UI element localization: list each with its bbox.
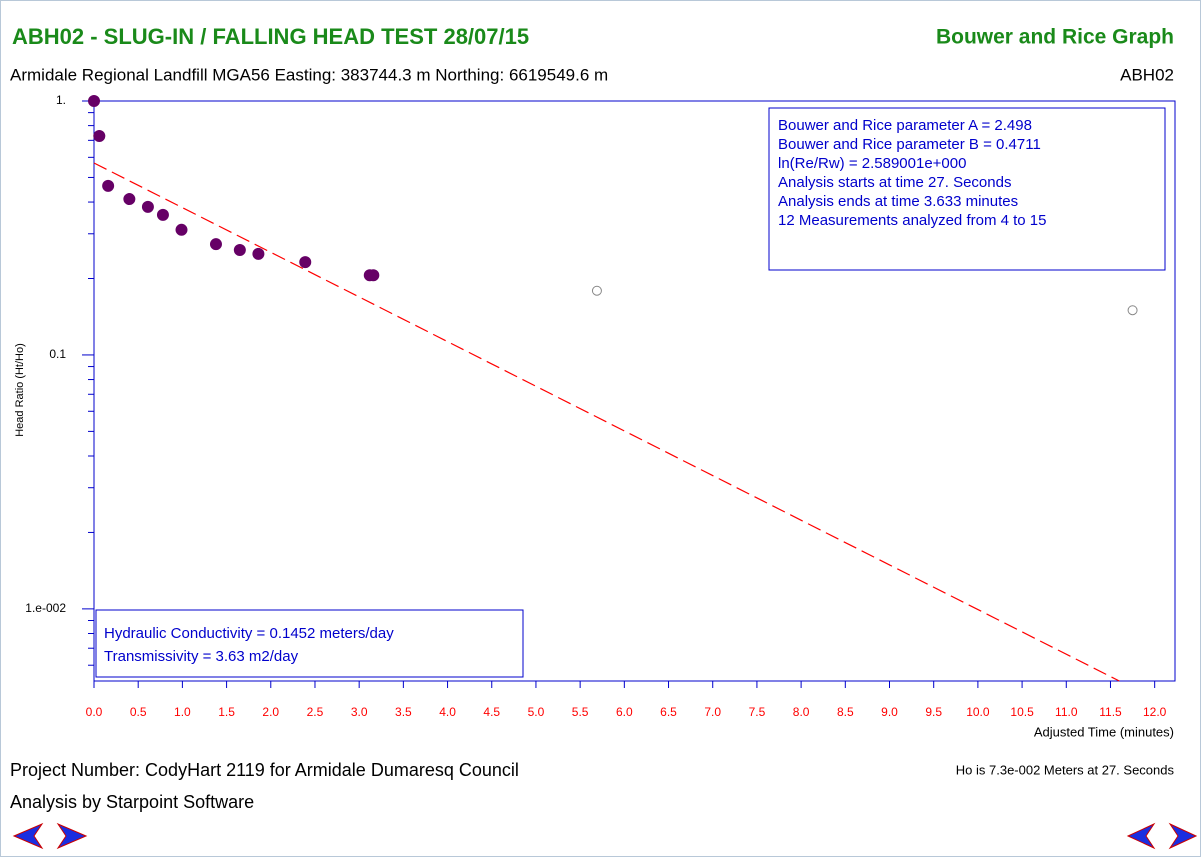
- x-tick-label: 0.0: [86, 705, 103, 719]
- project: Project Number: CodyHart 2119 for Armida…: [10, 760, 519, 780]
- x-tick-label: 3.0: [351, 705, 368, 719]
- x-tick-label: 9.5: [925, 705, 942, 719]
- x-tick-label: 11.5: [1099, 705, 1122, 719]
- x-tick-label: 5.0: [528, 705, 545, 719]
- chart-title-right: Bouwer and Rice Graph: [936, 26, 1174, 49]
- x-tick-label: 10.0: [966, 705, 990, 719]
- fit-box-line: Analysis ends at time 3.633 minutes: [778, 193, 1018, 210]
- data-point: [175, 223, 188, 236]
- x-tick-label: 2.0: [262, 705, 279, 719]
- fit-box-line: 12 Measurements analyzed from 4 to 15: [778, 212, 1046, 229]
- x-tick-label: 1.5: [218, 705, 235, 719]
- nav-prev[interactable]: [8, 822, 46, 850]
- nav-next[interactable]: [54, 822, 92, 850]
- x-tick-label: 2.5: [307, 705, 324, 719]
- data-point: [252, 247, 265, 260]
- fit-box-line: ln(Re/Rw) = 2.589001e+000: [778, 155, 966, 172]
- x-tick-label: 8.0: [793, 705, 810, 719]
- data-point: [141, 200, 154, 213]
- nav-next-right[interactable]: [1164, 822, 1198, 850]
- results-box-line: Transmissivity = 3.63 m2/day: [104, 648, 299, 665]
- data-point: [93, 130, 106, 143]
- subtitle: Armidale Regional Landfill MGA56 Easting…: [10, 65, 608, 84]
- x-tick-label: 4.0: [439, 705, 456, 719]
- fit-line: [93, 162, 1120, 682]
- data-point: [123, 193, 136, 206]
- chart-title: ABH02 - SLUG-IN / FALLING HEAD TEST 28/0…: [12, 24, 529, 49]
- data-point: [367, 269, 380, 282]
- subtitle-right: ABH02: [1120, 65, 1174, 84]
- data-point: [233, 243, 246, 256]
- fit-box: [768, 107, 1166, 271]
- x-tick-label: 10.5: [1010, 705, 1034, 719]
- x-tick-label: 0.5: [130, 705, 147, 719]
- x-tick-label: 1.0: [174, 705, 191, 719]
- x-tick-label: 3.5: [395, 705, 412, 719]
- data-point: [156, 208, 169, 221]
- data-point: [88, 95, 100, 107]
- x-axis-label: Adjusted Time (minutes): [1034, 724, 1174, 739]
- fit-box-line: Bouwer and Rice parameter B = 0.4711: [778, 136, 1041, 153]
- results-box: [95, 609, 524, 678]
- x-tick-label: 11.0: [1055, 705, 1078, 719]
- x-tick-label: 12.0: [1143, 705, 1167, 719]
- x-tick-label: 6.5: [660, 705, 677, 719]
- y-tick-label: 1.e-002: [25, 601, 66, 615]
- open-point: [591, 285, 602, 296]
- analysis-by: Analysis by Starpoint Software: [10, 792, 254, 812]
- x-tick-label: 8.5: [837, 705, 854, 719]
- y-tick-label: 1.: [56, 93, 66, 107]
- x-tick-label: 9.0: [881, 705, 898, 719]
- nav-prev-right[interactable]: [1124, 822, 1158, 850]
- y-tick-label: 0.1: [49, 347, 66, 361]
- x-tick-label: 5.5: [572, 705, 589, 719]
- ho-note: Ho is 7.3e-002 Meters at 27. Seconds: [956, 762, 1175, 777]
- fit-box-line: Bouwer and Rice parameter A = 2.498: [778, 117, 1032, 134]
- data-point: [299, 256, 312, 269]
- data-point: [102, 179, 115, 192]
- open-point: [1127, 305, 1138, 316]
- x-tick-label: 7.5: [749, 705, 766, 719]
- data-point: [209, 238, 222, 251]
- plot-area: [93, 100, 1176, 682]
- x-tick-label: 7.0: [704, 705, 721, 719]
- fit-box-line: Analysis starts at time 27. Seconds: [778, 174, 1011, 191]
- results-box-line: Hydraulic Conductivity = 0.1452 meters/d…: [104, 625, 394, 642]
- x-tick-label: 6.0: [616, 705, 633, 719]
- x-tick-label: 4.5: [483, 705, 500, 719]
- y-axis-label: Head Ratio (Ht/Ho): [14, 343, 26, 437]
